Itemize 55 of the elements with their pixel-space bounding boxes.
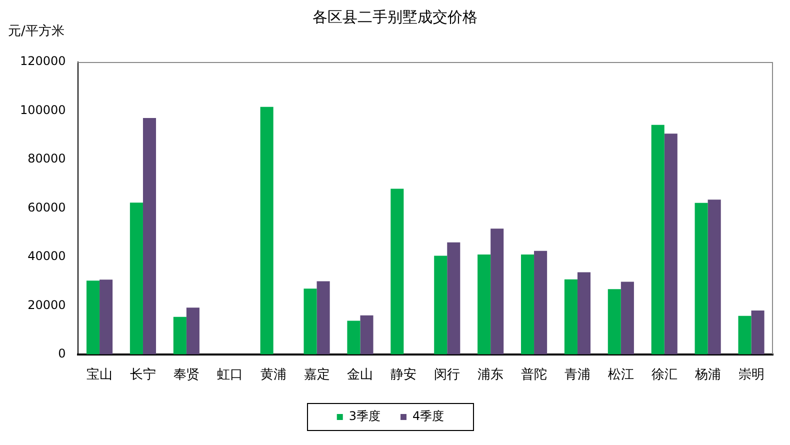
x-tick-label: 奉贤 (173, 368, 200, 383)
bar (534, 250, 548, 354)
bar (708, 200, 721, 354)
bar (751, 310, 764, 354)
bar (608, 289, 621, 354)
x-tick-label: 虹口 (216, 368, 243, 383)
y-tick-label: 40000 (28, 249, 66, 264)
x-tick-label: 杨浦 (694, 368, 721, 383)
bar (620, 282, 634, 354)
bar (478, 254, 491, 354)
y-tick-label: 0 (58, 346, 66, 361)
x-tick-label: 嘉定 (304, 368, 330, 383)
bar (390, 188, 404, 354)
legend-label: 3季度 (348, 409, 381, 424)
x-tick-label: 浦东 (478, 368, 504, 383)
x-tick-label: 徐汇 (651, 368, 678, 383)
x-tick-label: 崇明 (738, 368, 764, 383)
bar (86, 280, 100, 354)
bar (434, 256, 448, 354)
y-tick-label: 120000 (20, 54, 66, 68)
x-tick-label: 普陀 (521, 366, 548, 383)
y-tick-label: 20000 (28, 298, 66, 312)
bar (490, 228, 504, 354)
x-tick-label: 闵行 (434, 368, 460, 383)
x-tick-label: 松江 (608, 368, 634, 383)
x-tick-label: 黄浦 (260, 368, 286, 383)
bar (664, 134, 678, 354)
legend-label: 4季度 (412, 409, 444, 424)
bar (130, 202, 143, 354)
bar (316, 281, 330, 354)
chart-title: 各区县二手别墅成交价格 (312, 8, 478, 26)
bar (347, 320, 360, 354)
y-tick-label: 100000 (20, 102, 66, 117)
x-tick-label: 金山 (347, 368, 374, 383)
bar (577, 272, 591, 354)
y-axis-title: 元/平方米 (8, 23, 64, 40)
bar (738, 316, 752, 354)
bar (520, 254, 534, 354)
bar (100, 280, 113, 354)
bar (360, 315, 374, 354)
x-tick-label: 宝山 (86, 366, 113, 383)
bar (694, 202, 708, 354)
bar (142, 118, 156, 354)
x-tick-label: 青浦 (564, 368, 590, 383)
x-tick-label: 长宁 (130, 366, 156, 383)
bar (651, 124, 664, 354)
bar (447, 242, 460, 354)
bar (304, 288, 317, 354)
bar (564, 279, 578, 354)
bar (173, 316, 186, 354)
bar (260, 106, 274, 354)
y-tick-label: 60000 (28, 200, 66, 214)
bar (186, 308, 200, 354)
x-tick-label: 静安 (390, 366, 417, 383)
y-tick-label: 80000 (28, 152, 66, 166)
